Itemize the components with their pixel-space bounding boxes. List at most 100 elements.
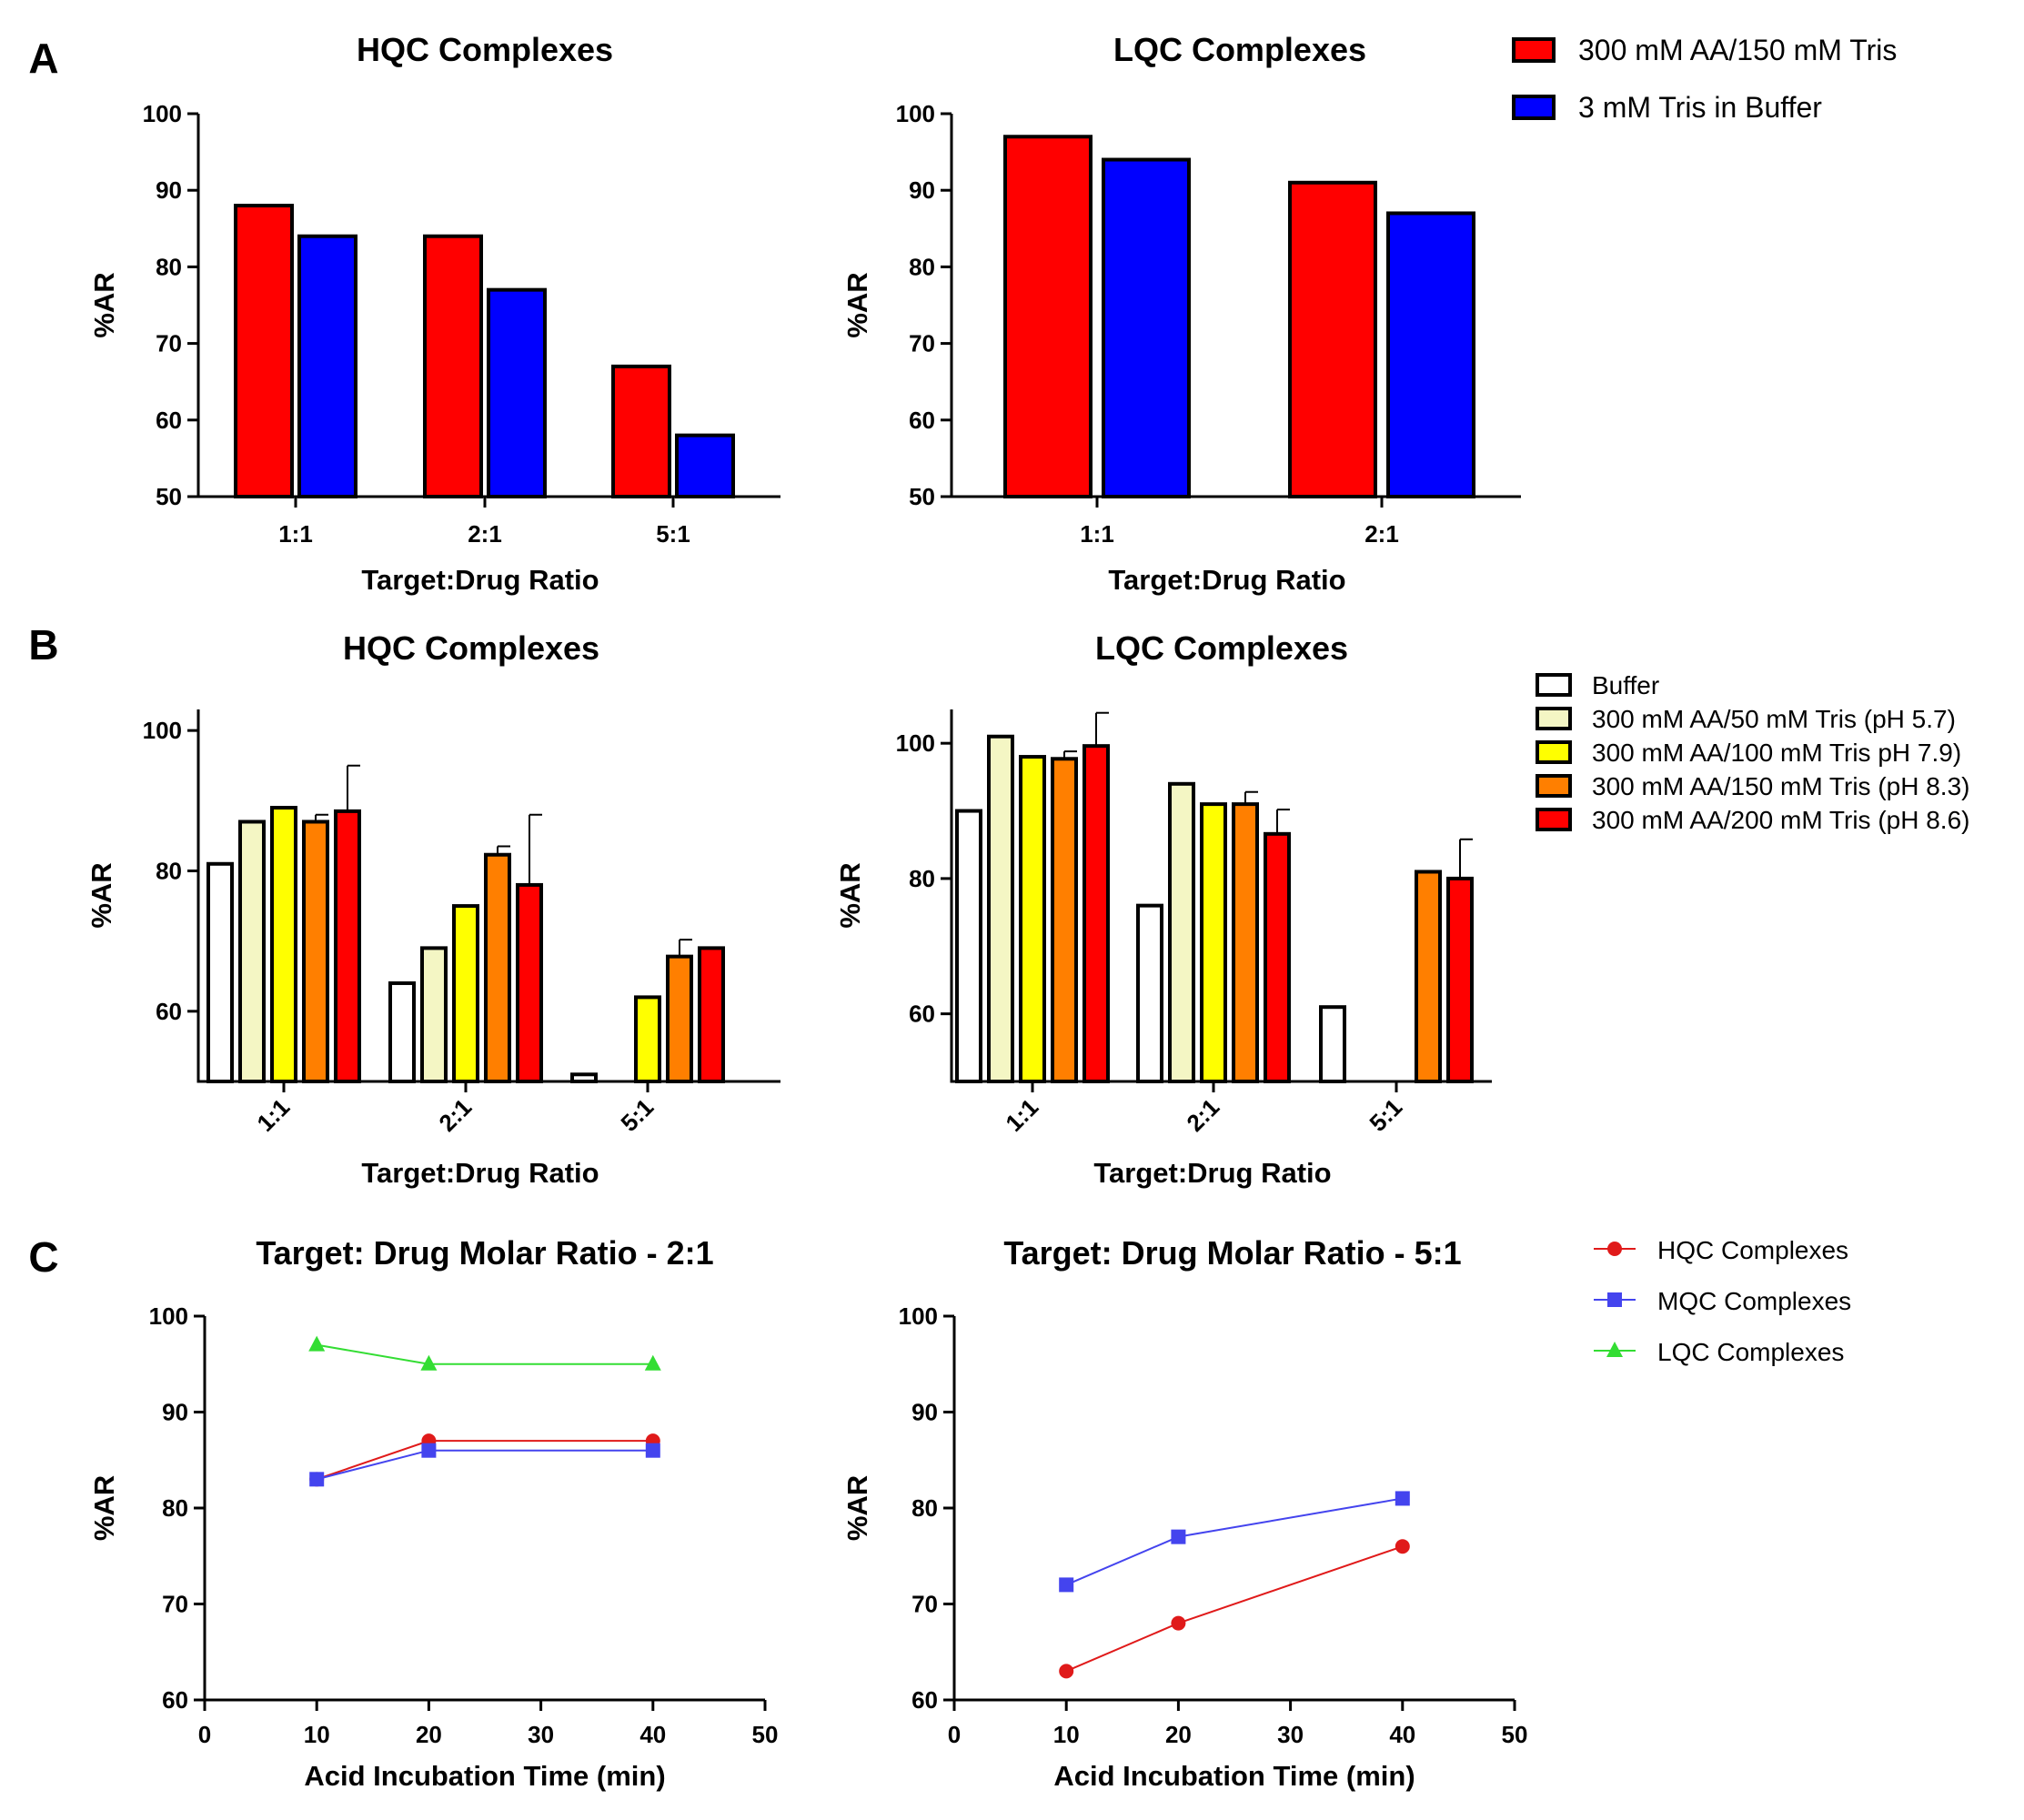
- data-point: [1607, 1242, 1622, 1256]
- bar: [234, 204, 294, 498]
- bar: [1446, 876, 1474, 1084]
- bar: [1264, 831, 1291, 1083]
- bar: [423, 234, 483, 498]
- bar: [1082, 744, 1110, 1083]
- x-axis-label: Target:Drug Ratio: [1108, 564, 1345, 596]
- bar: [611, 364, 671, 498]
- data-point: [421, 1443, 437, 1458]
- data-point: [1395, 1491, 1410, 1506]
- bar: [987, 734, 1014, 1084]
- y-tick-label: 100: [899, 1302, 938, 1330]
- bar: [270, 806, 297, 1083]
- bar: [1168, 781, 1195, 1083]
- legend-label: 300 mM AA/50 mM Tris (pH 5.7): [1592, 705, 1956, 733]
- x-tick-label: 2:1: [1364, 520, 1399, 548]
- x-tick-label: 30: [528, 1721, 554, 1748]
- x-tick-label: 40: [639, 1721, 666, 1748]
- series-line: [317, 1343, 653, 1365]
- legend-label: Buffer: [1592, 671, 1659, 699]
- bar: [420, 946, 448, 1083]
- legend-label: HQC Complexes: [1657, 1236, 1848, 1264]
- bar: [1051, 757, 1078, 1083]
- y-tick-label: 70: [911, 1591, 938, 1618]
- series-line: [316, 1449, 653, 1481]
- bar: [1003, 135, 1093, 498]
- bar: [1386, 211, 1475, 499]
- chart-title: Target: Drug Molar Ratio - 5:1: [1003, 1234, 1461, 1272]
- data-point: [420, 1354, 438, 1371]
- data-point: [308, 1335, 326, 1352]
- bar: [675, 433, 735, 499]
- chart-title: LQC Complexes: [1113, 31, 1366, 68]
- y-axis-label: %AR: [88, 272, 120, 337]
- x-tick-label: 30: [1277, 1721, 1304, 1748]
- x-tick-label: 5:1: [615, 1093, 659, 1137]
- data-point: [1607, 1292, 1622, 1307]
- x-tick-label: 0: [948, 1721, 961, 1748]
- y-tick-label: 80: [909, 253, 935, 280]
- legend-swatch: [1512, 95, 1556, 120]
- bar: [297, 234, 357, 498]
- x-tick-label: 20: [1165, 1721, 1192, 1748]
- series-line: [316, 1440, 653, 1481]
- data-point: [645, 1443, 660, 1458]
- y-axis-label: %AR: [841, 272, 873, 337]
- legend-label: MQC Complexes: [1657, 1287, 1851, 1315]
- x-tick-label: 50: [1502, 1721, 1528, 1748]
- y-tick-label: 60: [156, 407, 182, 434]
- y-tick-label: 80: [162, 1494, 188, 1522]
- y-tick-label: 80: [911, 1494, 938, 1522]
- x-tick-label: 5:1: [656, 520, 690, 548]
- bar: [1288, 180, 1377, 498]
- data-point: [1059, 1577, 1074, 1593]
- legend-label: LQC Complexes: [1657, 1338, 1844, 1366]
- x-tick-label: 5:1: [1364, 1093, 1407, 1137]
- y-tick-label: 70: [909, 330, 935, 357]
- y-tick-label: 100: [896, 729, 935, 757]
- legend-label: 300 mM AA/200 mM Tris (pH 8.6): [1592, 806, 1969, 834]
- x-tick-label: 2:1: [1181, 1093, 1224, 1137]
- legend-C: HQC Complexes MQC Complexes LQC Complexes: [1594, 1236, 1851, 1366]
- chart-C-5to1: Target: Drug Molar Ratio - 5:1 %AR Acid In…: [841, 1234, 1527, 1792]
- bar: [302, 820, 329, 1083]
- legend-label: 3 mM Tris in Buffer: [1578, 91, 1822, 124]
- panel-letter-A: A: [28, 35, 58, 82]
- x-tick-label: 10: [1053, 1721, 1080, 1748]
- chart-title: Target: Drug Molar Ratio - 2:1: [256, 1234, 713, 1272]
- x-tick-label: 50: [752, 1721, 779, 1748]
- y-tick-label: 90: [911, 1399, 938, 1426]
- x-tick-label: 10: [304, 1721, 330, 1748]
- data-point: [1059, 1664, 1074, 1679]
- y-tick-label: 100: [143, 100, 182, 127]
- y-tick-label: 60: [156, 998, 182, 1025]
- panel-letter-C: C: [28, 1233, 58, 1281]
- y-axis-label: %AR: [86, 862, 117, 928]
- chart-A-HQC: HQC Complexes %AR Target:Drug Ratio 50 60 70 8…: [88, 31, 780, 596]
- data-point: [644, 1354, 661, 1371]
- chart-A-LQC: LQC Complexes %AR Target:Drug Ratio 50 60 70 8…: [841, 31, 1521, 596]
- bar: [1102, 157, 1191, 499]
- x-tick-label: 1:1: [1080, 520, 1114, 548]
- legend-label: 300 mM AA/150 mM Tris: [1578, 34, 1897, 66]
- bar: [334, 809, 361, 1083]
- bar: [1019, 755, 1046, 1084]
- chart-B-LQC: LQC Complexes %AR Target:Drug Ratio 60 80 100…: [834, 629, 1492, 1189]
- y-axis-label: %AR: [834, 862, 866, 928]
- x-tick-label: 1:1: [278, 520, 313, 548]
- bar: [634, 995, 661, 1084]
- y-tick-label: 70: [162, 1591, 188, 1618]
- legend-label: 300 mM AA/100 mM Tris pH 7.9): [1592, 739, 1961, 767]
- bar: [955, 809, 982, 1084]
- x-tick-label: 20: [416, 1721, 442, 1748]
- bar: [238, 820, 266, 1083]
- chart-B-HQC: HQC Complexes %AR Target:Drug Ratio 60 80 100…: [86, 629, 780, 1189]
- y-tick-label: 100: [896, 100, 935, 127]
- x-tick-label: 1:1: [251, 1093, 295, 1137]
- chart-C-2to1: Target: Drug Molar Ratio - 2:1 %AR Acid In…: [88, 1234, 778, 1792]
- y-tick-label: 50: [156, 483, 182, 510]
- legend-B: Buffer 300 mM AA/50 mM Tris (pH 5.7) 300 m…: [1536, 671, 1969, 834]
- legend-A: 300 mM AA/150 mM Tris 3 mM Tris in Buffer: [1512, 34, 1897, 124]
- data-point: [1171, 1529, 1186, 1544]
- x-tick-label: 1:1: [1000, 1093, 1043, 1137]
- legend-label: 300 mM AA/150 mM Tris (pH 8.3): [1592, 772, 1969, 800]
